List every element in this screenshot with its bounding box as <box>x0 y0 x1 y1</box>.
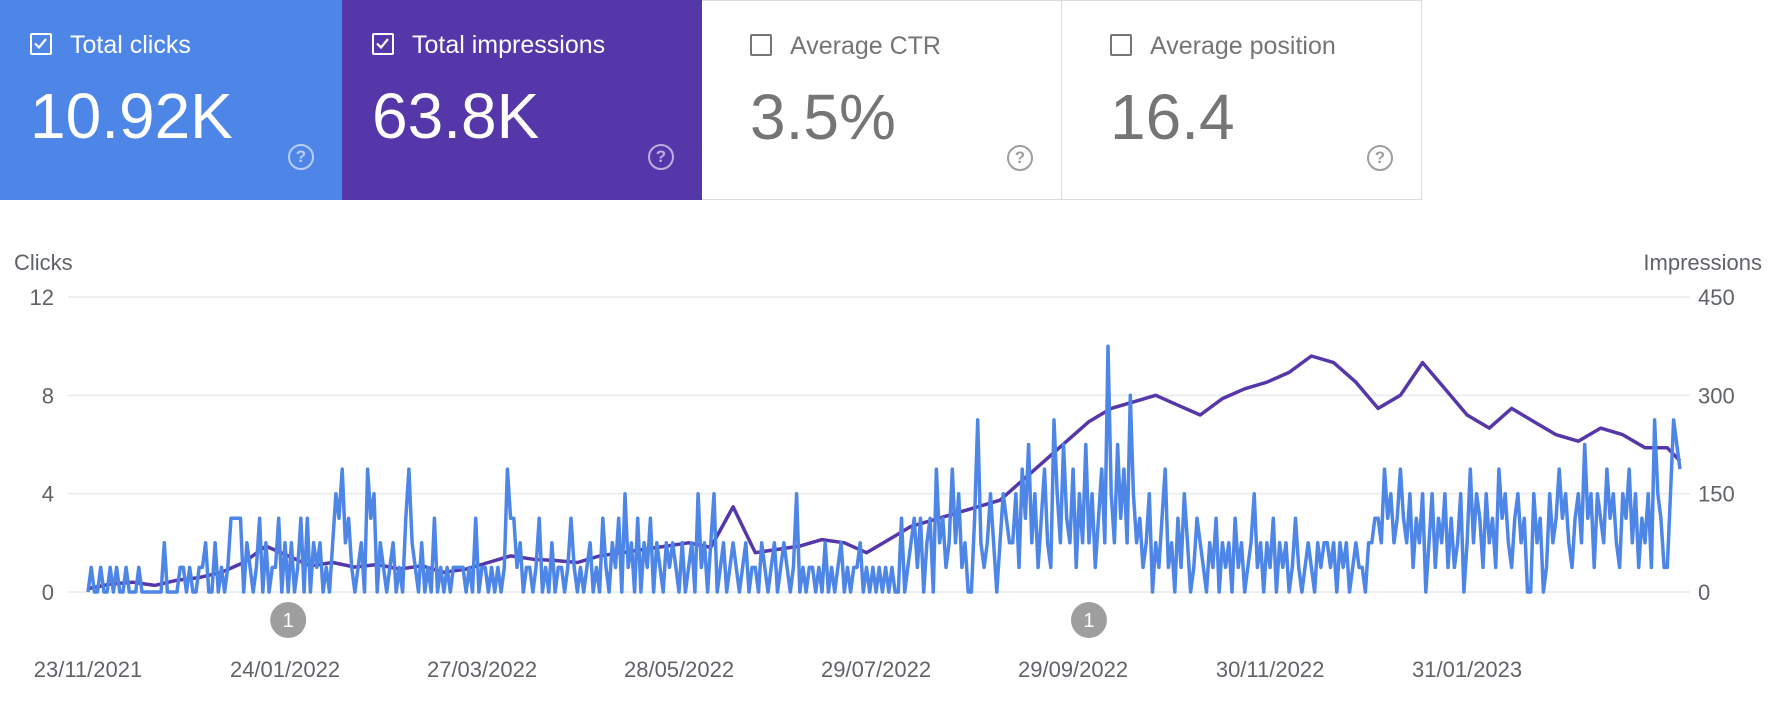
x-tick-label: 27/03/2022 <box>427 657 537 682</box>
grid-lines <box>68 296 1690 593</box>
series-lines <box>86 344 1682 594</box>
metric-value: 16.4 <box>1110 81 1235 153</box>
y-axis-left-title: Clicks <box>14 250 73 275</box>
metric-label: Total impressions <box>412 31 606 59</box>
x-tick-label: 29/07/2022 <box>821 657 931 682</box>
y-axis-right: 450 300 150 0 <box>1698 285 1735 605</box>
annotation-marker <box>270 602 307 638</box>
metric-value: 63.8K <box>372 80 540 152</box>
checkbox-checked-icon[interactable] <box>30 33 52 55</box>
performance-chart: Clicks Impressions 12 8 4 0 450 300 150 0 23/1… <box>14 250 1762 682</box>
help-icon[interactable]: ? <box>1367 145 1393 171</box>
x-tick-label: 30/11/2022 <box>1216 657 1324 682</box>
annotation-label: 1 <box>1083 610 1094 632</box>
x-tick-label: 23/11/2021 <box>34 657 142 682</box>
y-tick-label-right: 0 <box>1698 580 1710 605</box>
series-line-impressions <box>87 354 1682 591</box>
metric-card-total-clicks[interactable]: Total clicks 10.92K ? <box>0 0 342 200</box>
checkbox-checked-icon[interactable] <box>372 33 394 55</box>
metric-card-average-ctr[interactable]: Average CTR 3.5% ? <box>702 0 1062 200</box>
checkbox-unchecked-icon[interactable] <box>750 34 772 56</box>
metric-card-average-position[interactable]: Average position 16.4 ? <box>1062 0 1422 200</box>
help-icon[interactable]: ? <box>648 144 674 170</box>
x-tick-label: 28/05/2022 <box>624 657 734 682</box>
help-icon[interactable]: ? <box>288 144 314 170</box>
annotation-label: 1 <box>283 610 294 632</box>
y-tick-label-left: 12 <box>30 285 54 310</box>
y-axis-right-title: Impressions <box>1643 250 1762 275</box>
metric-cards: Total clicks 10.92K ? Total impressions … <box>0 0 1422 200</box>
y-tick-label-right: 300 <box>1698 383 1735 408</box>
metric-card-total-impressions[interactable]: Total impressions 63.8K ? <box>342 0 702 200</box>
metric-label: Average CTR <box>790 32 941 60</box>
y-tick-label-right: 150 <box>1698 482 1735 507</box>
x-axis: 23/11/2021 24/01/2022 27/03/2022 28/05/2022… <box>34 657 1522 682</box>
checkbox-unchecked-icon[interactable] <box>1110 34 1132 56</box>
y-axis-left: 12 8 4 0 <box>30 285 54 605</box>
metric-label: Average position <box>1150 32 1336 60</box>
x-tick-label: 24/01/2022 <box>230 657 340 682</box>
series-line-clicks <box>86 344 1682 594</box>
x-tick-label: 29/09/2022 <box>1018 657 1128 682</box>
y-tick-label-left: 0 <box>42 580 54 605</box>
metric-value: 10.92K <box>30 80 233 152</box>
metric-label: Total clicks <box>70 31 191 59</box>
help-icon[interactable]: ? <box>1007 145 1033 171</box>
annotation-marker <box>1070 602 1107 638</box>
metric-value: 3.5% <box>750 81 896 153</box>
y-tick-label-left: 4 <box>42 482 54 507</box>
y-tick-label-right: 450 <box>1698 285 1735 310</box>
x-tick-label: 31/01/2023 <box>1412 657 1522 682</box>
y-tick-label-left: 8 <box>42 383 54 408</box>
